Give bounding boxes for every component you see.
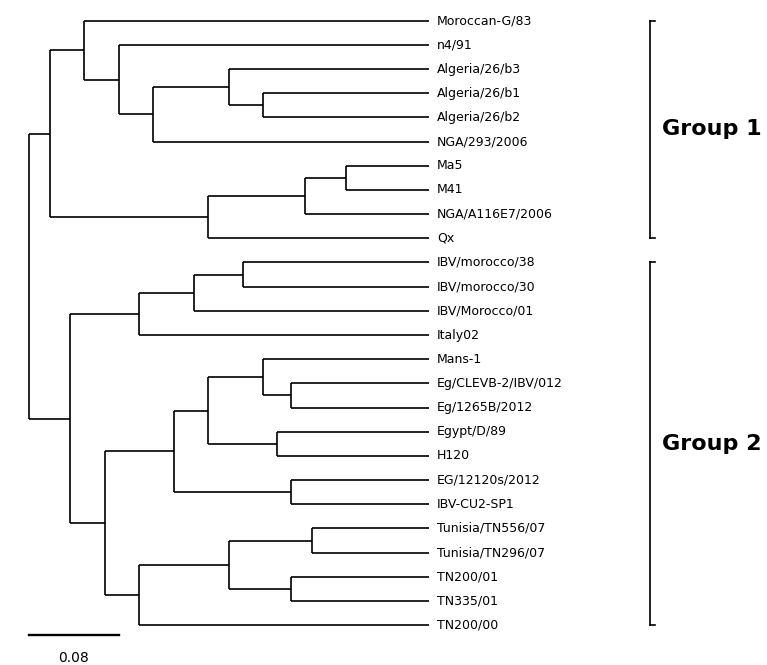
- Text: Group 2: Group 2: [662, 434, 762, 454]
- Text: Moroccan-G/83: Moroccan-G/83: [437, 14, 532, 27]
- Text: Tunisia/TN556/07: Tunisia/TN556/07: [437, 522, 545, 535]
- Text: Algeria/26/b2: Algeria/26/b2: [437, 111, 522, 124]
- Text: Algeria/26/b1: Algeria/26/b1: [437, 86, 522, 100]
- Text: H120: H120: [437, 450, 470, 462]
- Text: Algeria/26/b3: Algeria/26/b3: [437, 63, 522, 76]
- Text: Qx: Qx: [437, 232, 454, 245]
- Text: IBV-CU2-SP1: IBV-CU2-SP1: [437, 498, 515, 511]
- Text: Group 1: Group 1: [662, 120, 762, 140]
- Text: Eg/CLEVB-2/IBV/012: Eg/CLEVB-2/IBV/012: [437, 377, 563, 390]
- Text: TN200/00: TN200/00: [437, 618, 499, 632]
- Text: Italy02: Italy02: [437, 329, 480, 342]
- Text: Eg/1265B/2012: Eg/1265B/2012: [437, 401, 533, 414]
- Text: 0.08: 0.08: [58, 651, 89, 665]
- Text: Ma5: Ma5: [437, 159, 464, 172]
- Text: M41: M41: [437, 184, 464, 196]
- Text: EG/12120s/2012: EG/12120s/2012: [437, 473, 541, 487]
- Text: Egypt/D/89: Egypt/D/89: [437, 425, 507, 438]
- Text: n4/91: n4/91: [437, 39, 473, 51]
- Text: IBV/morocco/38: IBV/morocco/38: [437, 256, 536, 269]
- Text: Mans-1: Mans-1: [437, 352, 482, 366]
- Text: TN335/01: TN335/01: [437, 595, 499, 608]
- Text: TN200/01: TN200/01: [437, 571, 499, 583]
- Text: IBV/morocco/30: IBV/morocco/30: [437, 280, 536, 293]
- Text: IBV/Morocco/01: IBV/Morocco/01: [437, 305, 535, 317]
- Text: NGA/293/2006: NGA/293/2006: [437, 135, 528, 148]
- Text: NGA/A116E7/2006: NGA/A116E7/2006: [437, 207, 553, 221]
- Text: Tunisia/TN296/07: Tunisia/TN296/07: [437, 546, 545, 559]
